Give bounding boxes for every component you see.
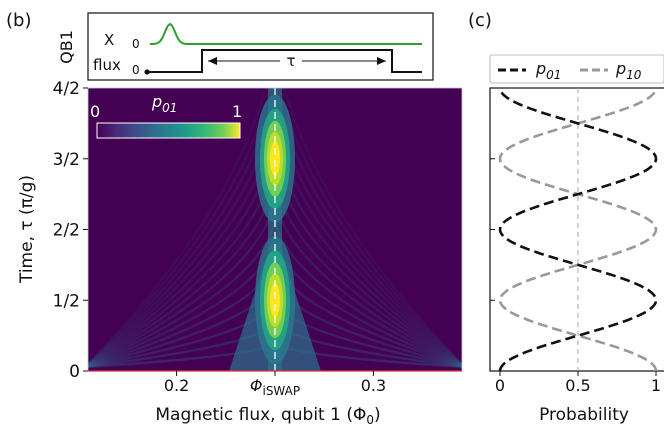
x-zero-label: 0 (132, 37, 140, 51)
colorbar-max-label: 1 (232, 102, 242, 121)
x-drive-label: X (104, 31, 114, 49)
legend-box (489, 54, 664, 84)
flux-label: flux (93, 56, 121, 74)
y-tick-label: 1/2 (53, 291, 80, 311)
xlabel-end: ) (374, 405, 381, 425)
y-tick-label: 2/2 (53, 221, 80, 241)
phi-iswap-tick-label: ΦiSWAP (250, 376, 300, 398)
x-drive-line (150, 22, 422, 45)
flux-pulse-line (147, 49, 422, 73)
heatmap-fringe (88, 88, 462, 366)
p01-curve (498, 87, 658, 372)
heatmap-fringe (88, 88, 462, 366)
y-tick-label: 3/2 (53, 150, 80, 170)
panel-b-letter: (b) (6, 10, 31, 31)
heatmap-lobe (270, 141, 280, 176)
probability-x-ticks: 0 0.5 1 (495, 371, 661, 395)
tau-label-bg (280, 52, 302, 68)
probability-legend: p01 p10 (489, 54, 664, 84)
panel-c-letter: (c) (468, 10, 492, 31)
probability-x-tick-label: 0.5 (565, 376, 590, 395)
phi-sub: iSWAP (262, 384, 300, 398)
y-tick-label: 0 (69, 362, 80, 382)
heatmap-xlabel: Magnetic flux, qubit 1 (Φ0) (155, 405, 380, 427)
phi-symbol: Φ (250, 376, 263, 395)
x-tick-label: 0.2 (164, 376, 189, 395)
heatmap-plot: 0 1 p01 (87, 87, 463, 372)
probability-frame (489, 87, 664, 372)
colorbar-title: p01 (151, 92, 177, 115)
y-tick-label: 4/2 (53, 79, 80, 99)
probability-plot (489, 87, 664, 372)
probability-x-tick-label: 1 (651, 376, 661, 395)
heatmap-x-ticks: 0.2 0.3 (164, 371, 386, 395)
legend-p10-sym: p (615, 59, 626, 78)
legend-p01-sub: 01 (546, 68, 561, 82)
flux-start-dot (144, 69, 150, 75)
tau-arrow-left-head (208, 57, 217, 65)
colorbar-sub: 01 (162, 101, 177, 115)
tau-arrow-right-head (377, 57, 386, 65)
xlabel-sub: 0 (366, 413, 374, 427)
pulse-sequence-inset: QB1 X 0 flux 0 τ (57, 12, 434, 81)
probability-xlabel: Probability (539, 405, 629, 425)
p10-curve (498, 87, 658, 372)
heatmap-lobe (270, 283, 280, 318)
legend-p01-sym: p (535, 59, 546, 78)
colorbar: 0 1 p01 (90, 92, 242, 139)
heatmap-fringe (88, 88, 462, 367)
pulse-frame (87, 12, 434, 81)
probability-x-tick-label: 0 (495, 376, 505, 395)
legend-p01-label: p01 (535, 59, 561, 82)
tau-label: τ (286, 52, 295, 70)
heatmap-y-ticks: 0 1/2 2/2 3/2 4/2 (53, 79, 88, 382)
colorbar-var: p (151, 92, 162, 111)
x-tick-label: 0.3 (361, 376, 386, 395)
heatmap-ylabel: Time, τ (π/g) (17, 175, 37, 284)
colorbar-min-label: 0 (90, 102, 100, 121)
colorbar-gradient (96, 122, 241, 139)
flux-zero-label: 0 (132, 63, 140, 77)
pulse-ylabel: QB1 (57, 30, 76, 64)
legend-p10-label: p10 (615, 59, 642, 82)
probability-y-ticks (490, 87, 495, 372)
legend-p10-sub: 10 (626, 68, 642, 82)
xlabel-main: Magnetic flux, qubit 1 (Φ (155, 405, 366, 425)
